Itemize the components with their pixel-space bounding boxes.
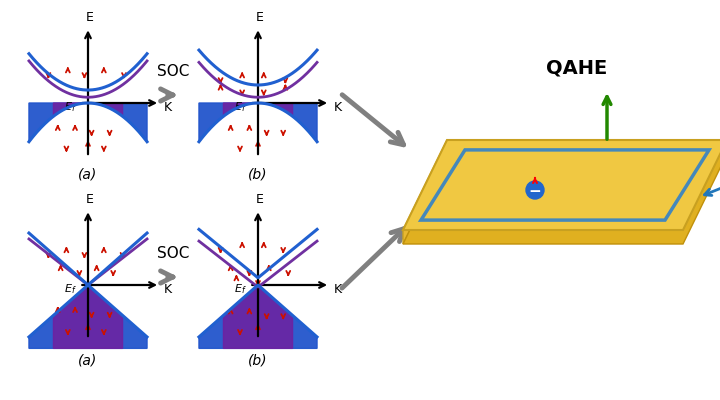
Polygon shape [403, 140, 720, 230]
Polygon shape [53, 285, 122, 348]
Polygon shape [223, 285, 292, 348]
Text: E: E [86, 11, 94, 24]
Text: E: E [86, 193, 94, 206]
Text: QAHE: QAHE [546, 59, 608, 78]
Text: (b): (b) [248, 168, 268, 182]
Polygon shape [29, 285, 147, 348]
Polygon shape [53, 103, 122, 116]
Text: −: − [528, 184, 541, 198]
Text: K: K [333, 101, 342, 114]
Circle shape [526, 181, 544, 199]
Polygon shape [29, 103, 147, 142]
Text: (b): (b) [248, 354, 268, 367]
Polygon shape [403, 140, 447, 244]
Polygon shape [223, 103, 292, 116]
Text: K: K [163, 283, 172, 296]
Polygon shape [199, 285, 317, 348]
Text: $E_f$: $E_f$ [235, 100, 247, 114]
Text: (a): (a) [78, 354, 98, 367]
Text: $E_f$: $E_f$ [65, 282, 77, 296]
Text: K: K [333, 283, 342, 296]
Text: $E_f$: $E_f$ [65, 100, 77, 114]
Text: E: E [256, 193, 264, 206]
Text: E: E [256, 11, 264, 24]
Text: $E_f$: $E_f$ [235, 282, 247, 296]
Polygon shape [199, 103, 317, 142]
Polygon shape [403, 154, 720, 244]
Text: (a): (a) [78, 168, 98, 182]
Text: SOC: SOC [157, 64, 189, 79]
Text: SOC: SOC [157, 246, 189, 261]
Text: K: K [163, 101, 172, 114]
